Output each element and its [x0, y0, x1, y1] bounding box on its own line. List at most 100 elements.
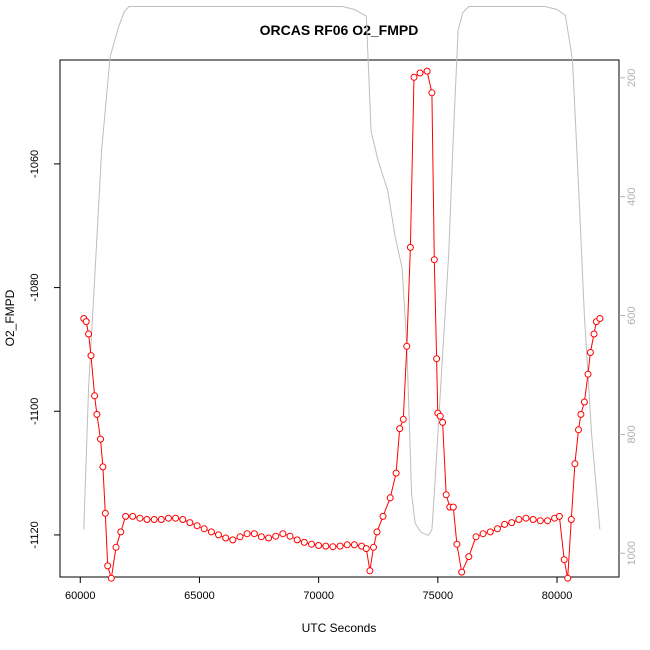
- o2-fmpd-point: [430, 256, 438, 264]
- o2-fmpd-point: [386, 494, 394, 502]
- o2-fmpd-point: [522, 514, 530, 522]
- o2-fmpd-point: [129, 512, 137, 520]
- o2-fmpd-point: [423, 67, 431, 75]
- o2-fmpd-point: [112, 543, 120, 551]
- o2-fmpd-point: [584, 370, 592, 378]
- o2-fmpd-point: [458, 568, 466, 576]
- o2-fmpd-point: [172, 514, 180, 522]
- y-tick-label: -1060: [29, 150, 41, 178]
- o2-fmpd-point: [104, 562, 112, 570]
- o2-fmpd-point: [229, 536, 237, 544]
- o2-fmpd-point: [329, 543, 337, 551]
- o2-fmpd-point: [536, 517, 544, 525]
- y2-tick-label: 800: [626, 425, 638, 443]
- o2-fmpd-point: [529, 516, 537, 523]
- o2-fmpd-point: [493, 525, 501, 533]
- y-axis: -1120 -1100 -1080 -1060: [29, 150, 60, 549]
- o2-fmpd-point: [366, 567, 374, 575]
- o2-fmpd-point: [157, 516, 165, 523]
- x-axis-label: UTC Seconds: [302, 621, 377, 635]
- y-tick-label: -1080: [29, 274, 41, 302]
- o2-fmpd-point: [544, 517, 551, 525]
- o2-fmpd-point: [179, 516, 187, 523]
- o2-fmpd-point: [272, 532, 280, 540]
- y2-tick-label: 1000: [626, 541, 638, 565]
- o2-fmpd-point: [571, 460, 579, 468]
- o2-fmpd-point: [586, 349, 594, 356]
- o2-fmpd-point: [370, 543, 377, 551]
- x-tick-label: 65000: [184, 590, 215, 602]
- y-axis-label: O2_FMPD: [3, 289, 17, 346]
- y2-tick-label: 200: [626, 69, 638, 87]
- o2-fmpd-point: [350, 541, 358, 549]
- o2-fmpd-point: [410, 73, 418, 81]
- o2-fmpd-point: [453, 540, 461, 548]
- o2-fmpd-point: [428, 89, 436, 97]
- o2-fmpd-point: [596, 315, 604, 322]
- o2-fmpd-point: [193, 522, 201, 530]
- o2-fmpd-point: [150, 516, 158, 523]
- x-tick-label: 70000: [303, 590, 334, 602]
- y2-tick-label: 600: [626, 306, 638, 324]
- x-axis: 60000 65000 70000 75000 80000: [65, 577, 572, 602]
- series-layer: [80, 6, 604, 582]
- o2-fmpd-point: [85, 330, 93, 338]
- o2-fmpd-point: [449, 503, 457, 511]
- o2-fmpd-point: [590, 330, 598, 338]
- o2-fmpd-point: [322, 542, 330, 550]
- o2-fmpd-point: [82, 318, 90, 326]
- x-tick-label: 75000: [423, 590, 454, 602]
- o2-fmpd-point: [250, 530, 258, 538]
- y-tick-label: -1120: [29, 521, 41, 548]
- secondary-y-axis: 200 400 600 800 1000: [619, 69, 638, 565]
- o2-fmpd-point: [379, 512, 387, 520]
- o2-fmpd-point: [93, 410, 101, 418]
- o2-fmpd-point: [215, 531, 222, 539]
- o2-fmpd-point: [442, 491, 450, 499]
- o2-fmpd-point: [465, 553, 473, 561]
- o2-fmpd-point: [117, 528, 125, 536]
- o2-fmpd-point: [479, 530, 487, 538]
- o2-fmpd-point: [433, 355, 441, 363]
- o2-fmpd-point: [136, 514, 144, 522]
- o2-fmpd-point: [300, 538, 308, 546]
- o2-fmpd-point: [560, 556, 568, 564]
- o2-fmpd-point: [362, 545, 370, 553]
- o2-fmpd-point: [392, 469, 400, 477]
- o2-fmpd-point: [399, 415, 407, 423]
- o2-fmpd-point: [472, 533, 480, 541]
- o2-fmpd-point: [396, 425, 404, 433]
- x-tick-label: 80000: [542, 590, 573, 602]
- o2-fmpd-line: [83, 70, 601, 579]
- o2-fmpd-point: [293, 536, 301, 544]
- o2-fmpd-point: [143, 516, 151, 523]
- o2-fmpd-point: [336, 542, 344, 550]
- plot-frame: [59, 59, 620, 578]
- altitude-line: [83, 6, 601, 537]
- o2-fmpd-point: [577, 410, 585, 418]
- o2-fmpd-point: [87, 352, 95, 360]
- o2-fmpd-point: [308, 540, 315, 548]
- x-tick-label: 60000: [65, 590, 96, 602]
- o2-fmpd-point: [575, 426, 582, 434]
- y-tick-label: -1100: [29, 398, 41, 425]
- o2-fmpd-point: [403, 342, 411, 350]
- o2-fmpd-point: [406, 243, 414, 251]
- o2-fmpd-point: [515, 516, 523, 523]
- o2-fmpd-point: [101, 509, 109, 517]
- o2-fmpd-point: [186, 519, 194, 527]
- o2-fmpd-point: [486, 528, 494, 536]
- o2-fmpd-point: [222, 534, 230, 542]
- o2-fmpd-point: [91, 392, 99, 400]
- o2-fmpd-point: [286, 532, 294, 540]
- o2-fmpd-point: [416, 69, 424, 77]
- o2-fmpd-point: [122, 512, 130, 520]
- o2-fmpd-point: [236, 533, 244, 541]
- o2-fmpd-point: [436, 412, 444, 420]
- o2-fmpd-point: [315, 542, 323, 549]
- o2-fmpd-point: [508, 519, 516, 527]
- o2-fmpd-point: [343, 541, 351, 549]
- o2-fmpd-point: [265, 534, 273, 542]
- o2-fmpd-point: [165, 514, 172, 522]
- o2-fmpd-point: [501, 520, 509, 528]
